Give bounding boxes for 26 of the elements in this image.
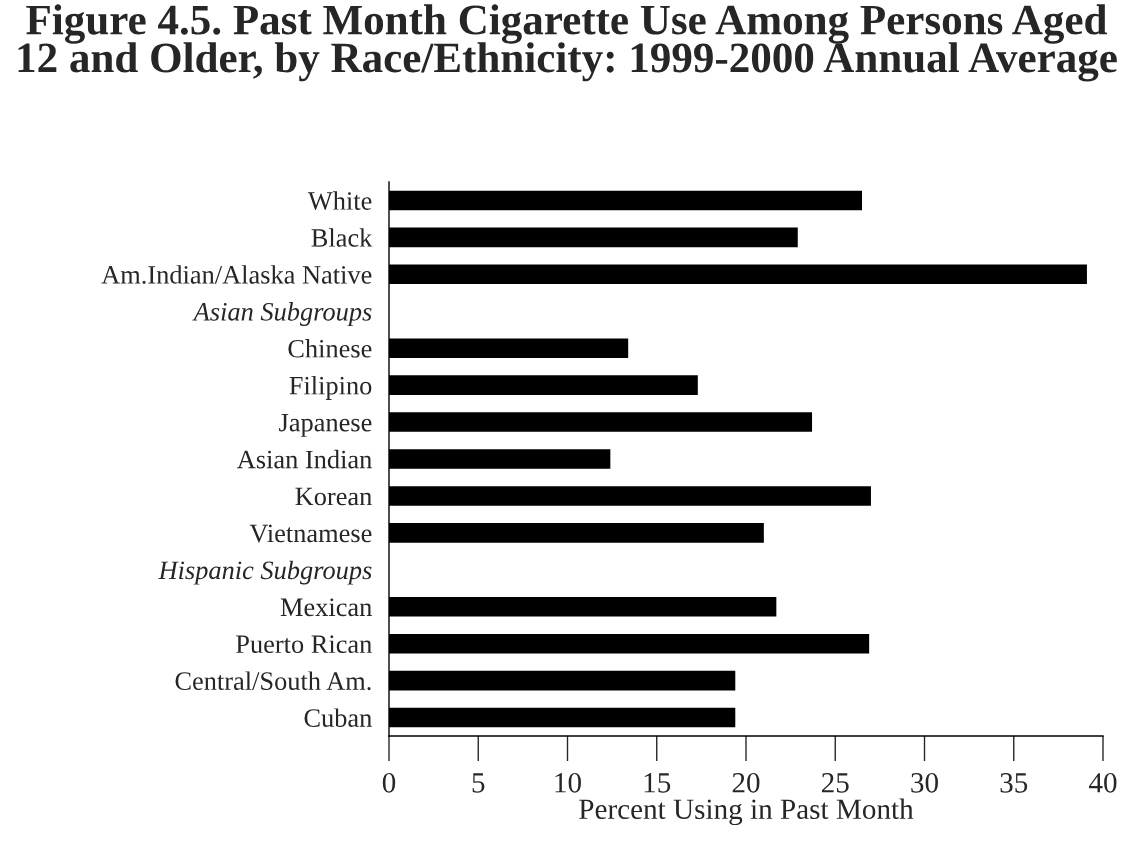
chart-title: Figure 4.5. Past Month Cigarette Use Among Persons Aged 12 and Older, by Race/Ethnicity: 1999-2000 Annual Average	[18, 4, 1117, 82]
x-tick-label: 20	[732, 772, 760, 793]
y-tick-label: Am.Indian/Alaska Native	[101, 265, 372, 284]
y-tick-label: White	[307, 191, 372, 211]
x-tick-label: 0	[382, 772, 396, 793]
x-tick-label: 15	[644, 773, 671, 793]
y-tick-label: Asian Subgroups	[192, 302, 372, 327]
x-tick-label: 30	[911, 772, 938, 793]
y-tick-label: Korean	[295, 487, 372, 506]
y-tick-label: Central/South Am.	[175, 671, 371, 691]
y-tick-label: Cuban	[304, 708, 372, 727]
y-tick-label: Puerto Rican	[236, 635, 372, 654]
x-tick-label: 25	[821, 773, 849, 793]
y-tick-label: Chinese	[288, 339, 372, 358]
y-tick-label: Filipino	[289, 375, 372, 400]
x-tick-label: 5	[472, 773, 485, 793]
x-tick-label: 40	[1088, 772, 1117, 793]
y-tick-label: Vietnamese	[249, 524, 372, 543]
y-tick-label: Asian Indian	[237, 449, 372, 469]
x-axis-title: Percent Using in Past Month	[579, 798, 914, 826]
y-tick-label: Mexican	[280, 598, 372, 617]
x-tick-label: 35	[1000, 773, 1028, 793]
x-tick-label: 10	[555, 772, 581, 793]
y-tick-label: Black	[311, 228, 373, 247]
y-tick-label: Hispanic Subgroups	[158, 560, 372, 585]
y-tick-label: Japanese	[279, 413, 372, 437]
